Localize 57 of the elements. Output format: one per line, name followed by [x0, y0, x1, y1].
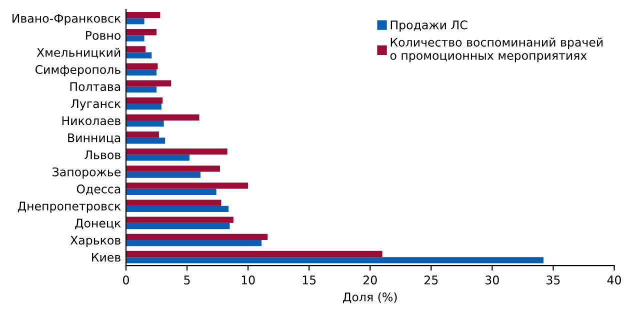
x-tick-label: 30 [486, 276, 499, 284]
x-tick-label: 35 [546, 276, 560, 284]
y-tick-label: Запорожье [52, 167, 121, 179]
bar [126, 131, 159, 138]
bar [126, 222, 230, 230]
bar [126, 80, 172, 86]
bar [126, 172, 200, 178]
y-tick-label: Харьков [70, 236, 120, 247]
x-axis-title: Доля (%) [343, 292, 397, 304]
y-tick-label: Киев [92, 252, 120, 262]
bar [126, 154, 190, 161]
bar [126, 240, 262, 246]
x-tick-label: 0 [123, 276, 129, 284]
x-tick-label: 5 [184, 276, 190, 284]
bar [126, 166, 220, 172]
bar [126, 234, 268, 240]
x-tick-label: 10 [242, 276, 255, 284]
y-tick-label: Донецк [75, 218, 121, 230]
bar [126, 250, 382, 258]
x-tick-label: 20 [363, 276, 377, 284]
x-tick-label: 15 [302, 276, 316, 284]
bar [126, 120, 164, 127]
bar [126, 148, 228, 155]
y-tick-label: Луганск [70, 99, 121, 110]
bar [126, 182, 248, 189]
bar [126, 257, 544, 264]
bar [126, 188, 216, 195]
bar [126, 216, 234, 223]
bar [126, 63, 158, 70]
bar [126, 103, 162, 110]
bar [126, 18, 144, 24]
y-tick-label: Симферополь [35, 65, 120, 76]
bar [126, 138, 166, 144]
x-tick-label: 40 [607, 276, 621, 284]
bar [126, 69, 157, 76]
bar [126, 114, 200, 121]
bar [126, 35, 144, 42]
y-tick-label: Полтава [70, 82, 120, 92]
bar [126, 12, 160, 18]
bar [126, 46, 146, 52]
y-tick-label: Ивано-Франковск [12, 14, 121, 26]
bar [126, 29, 157, 36]
y-tick-label: Винница [68, 133, 120, 144]
legend-label: Количество воспоминаний врачей о промоционных мероприятиях [390, 38, 603, 62]
bar [126, 206, 229, 212]
y-tick-label: Хмельницкий [36, 48, 120, 58]
y-tick-label: Ровно [86, 31, 120, 40]
y-tick-label: Николаев [62, 116, 120, 126]
bar [126, 52, 152, 58]
bar [126, 86, 157, 93]
x-tick-label: 25 [424, 276, 438, 284]
legend-label: Продажи ЛС [390, 20, 468, 32]
y-tick-label: Львов [84, 150, 120, 160]
y-tick-label: Одесса [76, 184, 120, 195]
bar [126, 97, 163, 104]
bar [126, 200, 222, 206]
y-tick-label: Днепропетровск [18, 202, 121, 213]
